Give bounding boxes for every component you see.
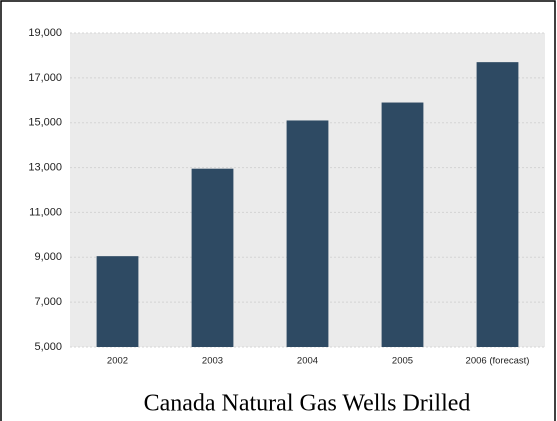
y-tick-label: 13,000 xyxy=(28,161,62,173)
bar xyxy=(96,256,139,347)
y-tick-label: 11,000 xyxy=(29,206,62,218)
y-tick-label: 7,000 xyxy=(34,296,62,308)
chart-title: Canada Natural Gas Wells Drilled xyxy=(144,391,471,417)
bar xyxy=(476,62,519,348)
y-tick-label: 5,000 xyxy=(34,341,62,353)
y-tick-label: 9,000 xyxy=(34,251,62,263)
bar xyxy=(286,120,329,347)
x-tick-label: 2003 xyxy=(202,356,223,367)
y-tick-label: 17,000 xyxy=(28,72,62,84)
y-tick-label: 19,000 xyxy=(28,27,62,39)
y-tick-label: 15,000 xyxy=(28,117,62,129)
bar xyxy=(381,102,424,348)
x-tick-label: 2002 xyxy=(107,356,128,367)
x-tick-label: 2006 (forecast) xyxy=(466,356,530,367)
bar xyxy=(191,168,234,347)
x-tick-label: 2004 xyxy=(297,356,318,367)
x-tick-label: 2005 xyxy=(392,356,413,367)
